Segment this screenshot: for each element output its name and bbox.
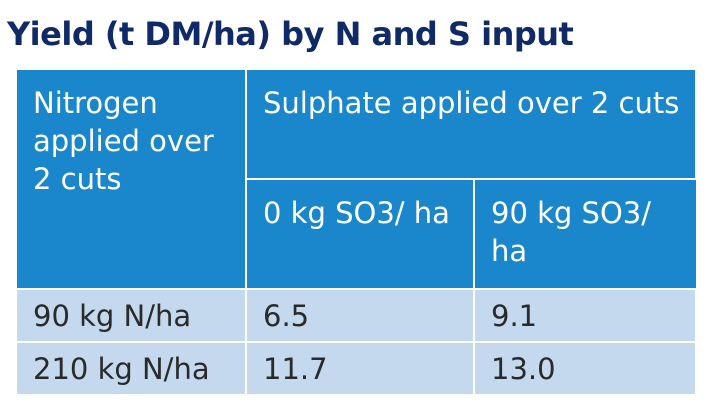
row-s0-cell: 11.7	[245, 341, 475, 394]
table-title: Yield (t DM/ha) by N and S input	[7, 15, 574, 53]
sulphate-90-header: 90 kg SO3/ ha	[473, 178, 696, 290]
table-row: 210 kg N/ha 11.7 13.0	[15, 341, 697, 394]
header-row: Nitrogen applied over 2 cuts Sulphate ap…	[15, 68, 697, 290]
sulphate-header: Sulphate applied over 2 cuts	[245, 68, 697, 180]
yield-table: Nitrogen applied over 2 cuts Sulphate ap…	[15, 68, 697, 394]
nitrogen-header: Nitrogen applied over 2 cuts	[15, 68, 247, 290]
row-s90-cell: 13.0	[473, 341, 697, 394]
row-s90-cell: 9.1	[473, 288, 697, 343]
row-nitrogen-cell: 210 kg N/ha	[15, 341, 247, 394]
sulphate-0-header: 0 kg SO3/ ha	[245, 178, 475, 290]
row-nitrogen-cell: 90 kg N/ha	[15, 288, 247, 343]
subheader-row: 0 kg SO3/ ha 90 kg SO3/ ha	[16, 178, 696, 290]
table-row: 90 kg N/ha 6.5 9.1	[15, 288, 697, 343]
row-s0-cell: 6.5	[245, 288, 475, 343]
